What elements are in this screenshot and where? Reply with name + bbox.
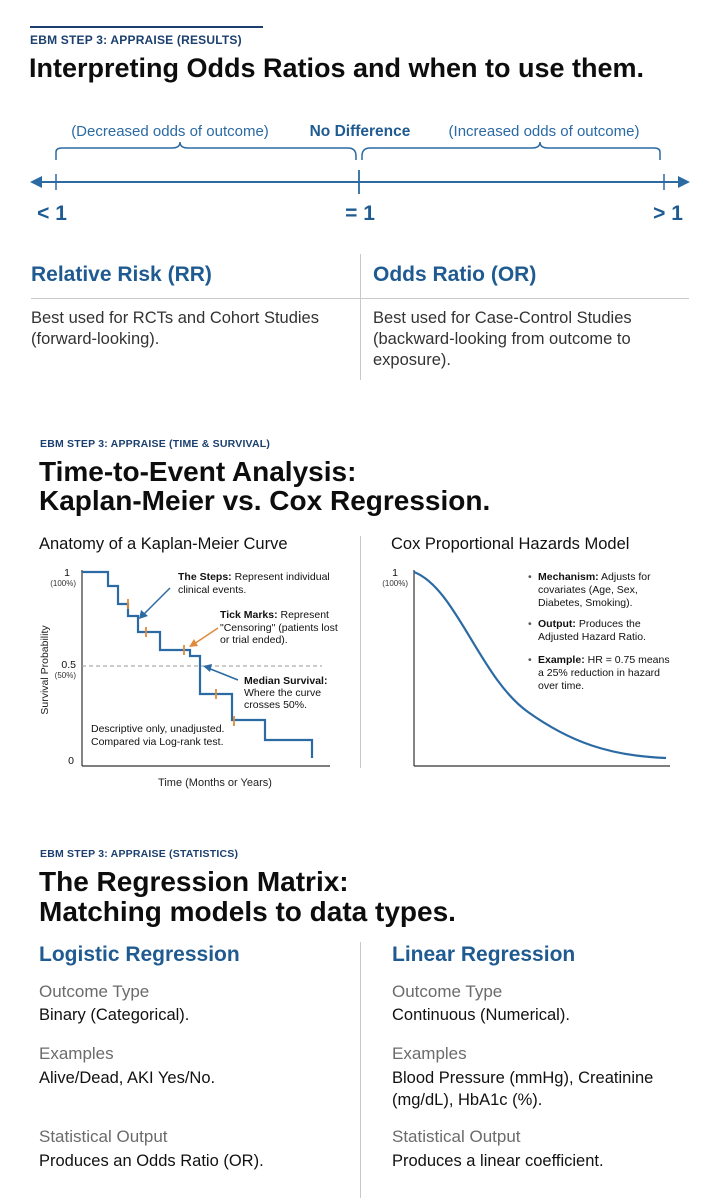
median-arrowhead-icon [203,664,212,672]
right-tick-label: > 1 [653,202,683,225]
rr-title: Relative Risk (RR) [31,263,212,286]
linear-examples-value: Blood Pressure (mmHg), Creatinine (mg/dL… [392,1069,654,1109]
logistic-examples-label: Examples [39,1044,114,1063]
linear-output-label: Statistical Output [392,1127,521,1146]
cox-bullet-2-line2: Adjusted Hazard Ratio. [538,631,646,643]
left-caption: (Decreased odds of outcome) [71,123,269,140]
kaplan-meier-chart: Survival Probability 1 (100%) 0.5 (50%) … [39,567,338,789]
km-ytick-05-sub: (50%) [55,671,77,680]
cox-hazard-curve [413,570,667,760]
ann-ticks: Tick Marks: Represent [220,609,329,621]
or-text: Best used for Case-Control Studies (back… [373,309,632,369]
ann-median-line2: Where the curve [244,687,321,699]
linear-output-value: Produces a linear coefficient. [392,1152,604,1170]
left-brace [55,141,357,160]
cox-hazards-chart: 1 (100%) • Mechanism: Adjusts for covari… [382,567,670,767]
logistic-outcome-value: Binary (Categorical). [39,1006,190,1024]
cox-ytick-1: 1 [392,567,398,579]
logistic-outcome-label: Outcome Type [39,982,150,1001]
bullet-dot-icon: • [528,571,532,583]
ann-steps: The Steps: Represent individual [178,571,330,583]
linear-title: Linear Regression [392,943,576,966]
rr-or-divider-v [360,254,361,380]
center-caption: No Difference [310,123,411,140]
km-ytick-05: 0.5 [61,659,76,671]
bullet-dot-icon: • [528,618,532,630]
km-ytick-1: 1 [64,567,70,579]
left-tick-label: < 1 [37,202,67,225]
section3-title-line2: Matching models to data types. [39,896,456,927]
right-arrow-icon [678,176,690,188]
regression-divider [360,942,361,1198]
ann-median: Median Survival: [244,675,327,687]
cox-bullet-3-line3: over time. [538,680,584,692]
right-brace [361,141,661,160]
km-censor-ticks [127,599,235,726]
ann-ticks-line3: or trial ended). [220,634,288,646]
km-y-label: Survival Probability [39,625,51,715]
km-ytick-1-sub: (100%) [50,579,76,588]
section1-title: Interpreting Odds Ratios and when to use… [29,53,645,83]
ticks-arrow [193,627,219,645]
cox-bullet-1-line2: covariates (Age, Sex, [538,584,638,596]
right-caption: (Increased odds of outcome) [449,123,640,140]
ann-median-line3: crosses 50%. [244,699,307,711]
median-arrow [207,667,239,681]
km-title: Anatomy of a Kaplan-Meier Curve [39,535,288,553]
logistic-title: Logistic Regression [39,943,240,966]
center-tick-label: = 1 [345,202,375,225]
bullet-dot-icon: • [528,654,532,666]
linear-outcome-label: Outcome Type [392,982,503,1001]
cox-bullet-2: Output: Produces the [538,618,641,630]
logistic-output-label: Statistical Output [39,1127,168,1146]
ticks-arrowhead-icon [189,639,198,647]
odds-ratio-scale: (Decreased odds of outcome) No Differenc… [30,123,690,225]
linear-examples-label: Examples [392,1044,467,1063]
or-title: Odds Ratio (OR) [373,263,537,286]
section2-title-line2: Kaplan-Meier vs. Cox Regression. [39,485,491,516]
cox-bullet-1-line3: Diabetes, Smoking). [538,597,633,609]
section1-eyebrow: EBM STEP 3: APPRAISE (RESULTS) [30,33,242,47]
section2-eyebrow: EBM STEP 3: APPRAISE (TIME & SURVIVAL) [40,438,271,450]
cox-bullet-1: Mechanism: Adjusts for [538,571,651,583]
km-survival-curve [82,570,314,758]
km-x-label: Time (Months or Years) [158,777,272,789]
section3-title-line1: The Regression Matrix: [39,866,349,897]
cox-bullet-3-line2: a 25% reduction in hazard [538,667,660,679]
logistic-output-value: Produces an Odds Ratio (OR). [39,1152,264,1170]
section2-title-line1: Time-to-Event Analysis: [39,456,357,487]
km-cox-divider [360,536,361,768]
km-note-line1: Descriptive only, unadjusted. [91,723,224,735]
eyebrow-rule [30,26,263,28]
cox-bullet-3: Example: HR = 0.75 means [538,654,670,666]
left-arrow-icon [30,176,42,188]
linear-outcome-value: Continuous (Numerical). [392,1006,570,1024]
km-ytick-0: 0 [68,755,74,767]
section3-eyebrow: EBM STEP 3: APPRAISE (STATISTICS) [40,848,239,860]
cox-title: Cox Proportional Hazards Model [391,535,630,553]
logistic-examples-value: Alive/Dead, AKI Yes/No. [39,1069,216,1087]
rr-text: Best used for RCTs and Cohort Studies (f… [31,309,319,348]
steps-arrowhead-icon [139,610,148,619]
ann-ticks-line2: "Censoring" (patients lost [220,622,338,634]
ann-steps-line2: clinical events. [178,584,246,596]
cox-ytick-1-sub: (100%) [382,579,408,588]
km-note-line2: Compared via Log-rank test. [91,736,223,748]
steps-arrow [141,587,171,617]
